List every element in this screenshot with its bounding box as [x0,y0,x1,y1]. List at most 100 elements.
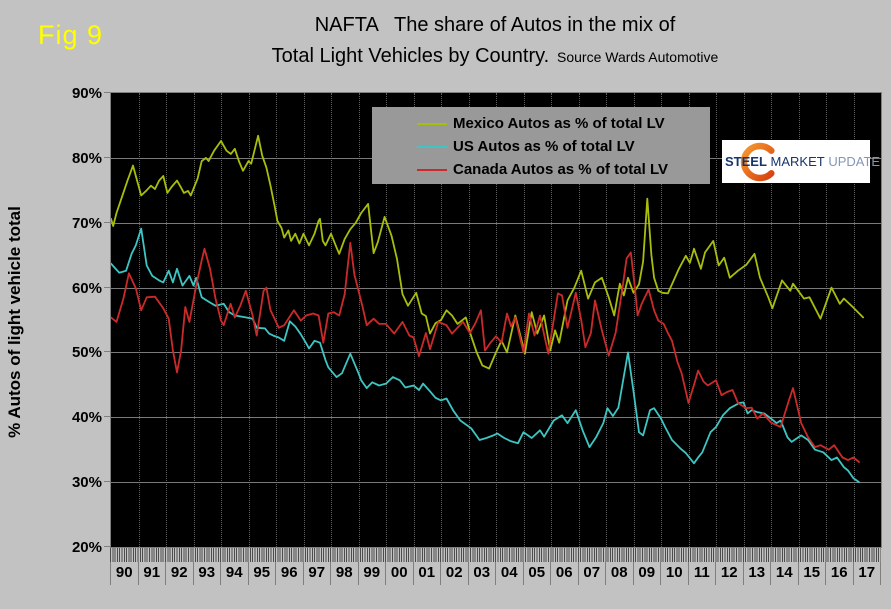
year-gridline [798,93,800,547]
year-gridline [358,93,360,547]
y-tick-label: 40% [71,409,102,427]
legend-line-swatch [417,145,447,148]
logo-word-steel: STEEL [725,154,767,169]
year-gridline [551,93,552,547]
x-year-label: 12 [715,562,743,585]
chart-source-label: Source Wards Automotive [549,49,719,65]
year-gridline [496,93,497,547]
x-axis-year-labels: 90 91 92 93 94 95 96 97 98 99 00 01 02 03 04 05 06 07 08 09… [110,562,881,585]
year-gridline [771,93,772,547]
logo-text: STEEL MARKET UPDATE [725,140,880,183]
x-year-label: 14 [770,562,798,585]
x-year-label: 90 [110,562,138,585]
series-line-us [111,227,860,484]
y-tick-mark [104,351,110,353]
x-year-label: 01 [412,562,441,585]
year-gridline [166,93,167,547]
x-year-label: 00 [385,562,413,585]
y-tick-label: 80% [71,149,102,167]
legend-item: Mexico Autos as % of total LV [372,112,710,135]
x-year-label: 97 [302,562,331,585]
y-tick-mark [104,416,110,418]
chart-title-line2-text: Total Light Vehicles by Country. [271,45,550,67]
year-gridline [413,93,415,547]
x-year-label: 03 [467,562,496,585]
chart-title-line1: NAFTA The share of Autos in the mix of [314,14,676,36]
year-gridline [386,93,387,547]
year-gridline [661,93,662,547]
legend-item-label: Mexico Autos as % of total LV [453,115,665,132]
x-year-label: 15 [797,562,826,585]
year-gridline [248,93,250,547]
y-tick-mark [104,221,110,223]
y-tick-label: 30% [71,474,102,492]
x-year-label: 16 [825,562,853,585]
x-year-label: 02 [440,562,468,585]
y-tick-label: 70% [71,214,102,232]
x-year-label: 05 [522,562,551,585]
x-year-label: 07 [577,562,606,585]
year-gridline [578,93,580,547]
percent-gridline [111,287,881,289]
y-axis-tick-labels: 90% 80% 70% 60% 50% 40% 30% 20% [0,85,102,556]
percent-gridline [111,417,881,419]
percent-gridline [111,222,881,224]
year-gridline [826,93,827,547]
year-gridline [468,93,470,547]
percent-gridline [111,482,881,484]
legend-item: US Autos as % of total LV [372,135,710,158]
chart-title-line2: Total Light Vehicles by Country. Source … [110,45,880,68]
logo-word-update: UPDATE [824,154,881,169]
year-gridline [688,93,690,547]
x-year-label: 13 [742,562,771,585]
x-year-label: 09 [632,562,661,585]
year-gridline [606,93,607,547]
x-year-label: 99 [357,562,386,585]
year-gridline [193,93,195,547]
x-year-label: 98 [330,562,358,585]
legend-item-label: Canada Autos as % of total LV [453,161,669,178]
x-year-label: 92 [165,562,193,585]
y-tick-mark [104,156,110,158]
year-gridline [138,93,140,547]
y-tick-label: 20% [71,539,102,556]
legend-line-swatch [417,122,447,125]
legend: Mexico Autos as % of total LV US Autos as… [372,107,710,184]
logo-word-market: MARKET [766,154,825,169]
legend-item-label: US Autos as % of total LV [453,138,635,155]
year-gridline [633,93,635,547]
legend-line-swatch [417,168,447,171]
x-year-label: 93 [192,562,221,585]
year-gridline [523,93,525,547]
legend-item: Canada Autos as % of total LV [372,158,710,181]
x-year-label: 91 [137,562,166,585]
y-tick-label: 60% [71,279,102,297]
x-axis-month-ticks [110,548,881,562]
y-tick-mark [104,92,110,93]
year-gridline [303,93,305,547]
x-year-label: 94 [220,562,248,585]
logo-crescent-icon [740,142,775,182]
year-gridline [743,93,745,547]
x-year-label: 11 [687,562,716,585]
chart-title: NAFTA The share of Autos in the mix of T… [110,14,880,68]
series-lines [111,134,864,484]
x-year-label: 06 [550,562,578,585]
y-tick-mark [104,481,110,483]
x-year-label: 96 [275,562,303,585]
year-gridline [716,93,717,547]
steel-market-update-logo: STEEL MARKET UPDATE [722,140,880,183]
x-year-label: 95 [247,562,276,585]
y-tick-mark [104,546,110,547]
x-year-label: 17 [852,562,881,585]
series-line-canada [111,241,860,463]
x-year-label: 08 [605,562,633,585]
x-year-label: 04 [495,562,523,585]
y-tick-label: 50% [71,344,102,362]
x-year-label: 10 [660,562,688,585]
y-tick-label: 90% [71,85,102,102]
series-line-mexico [111,134,864,370]
year-gridline [853,93,855,547]
year-gridline [276,93,277,547]
